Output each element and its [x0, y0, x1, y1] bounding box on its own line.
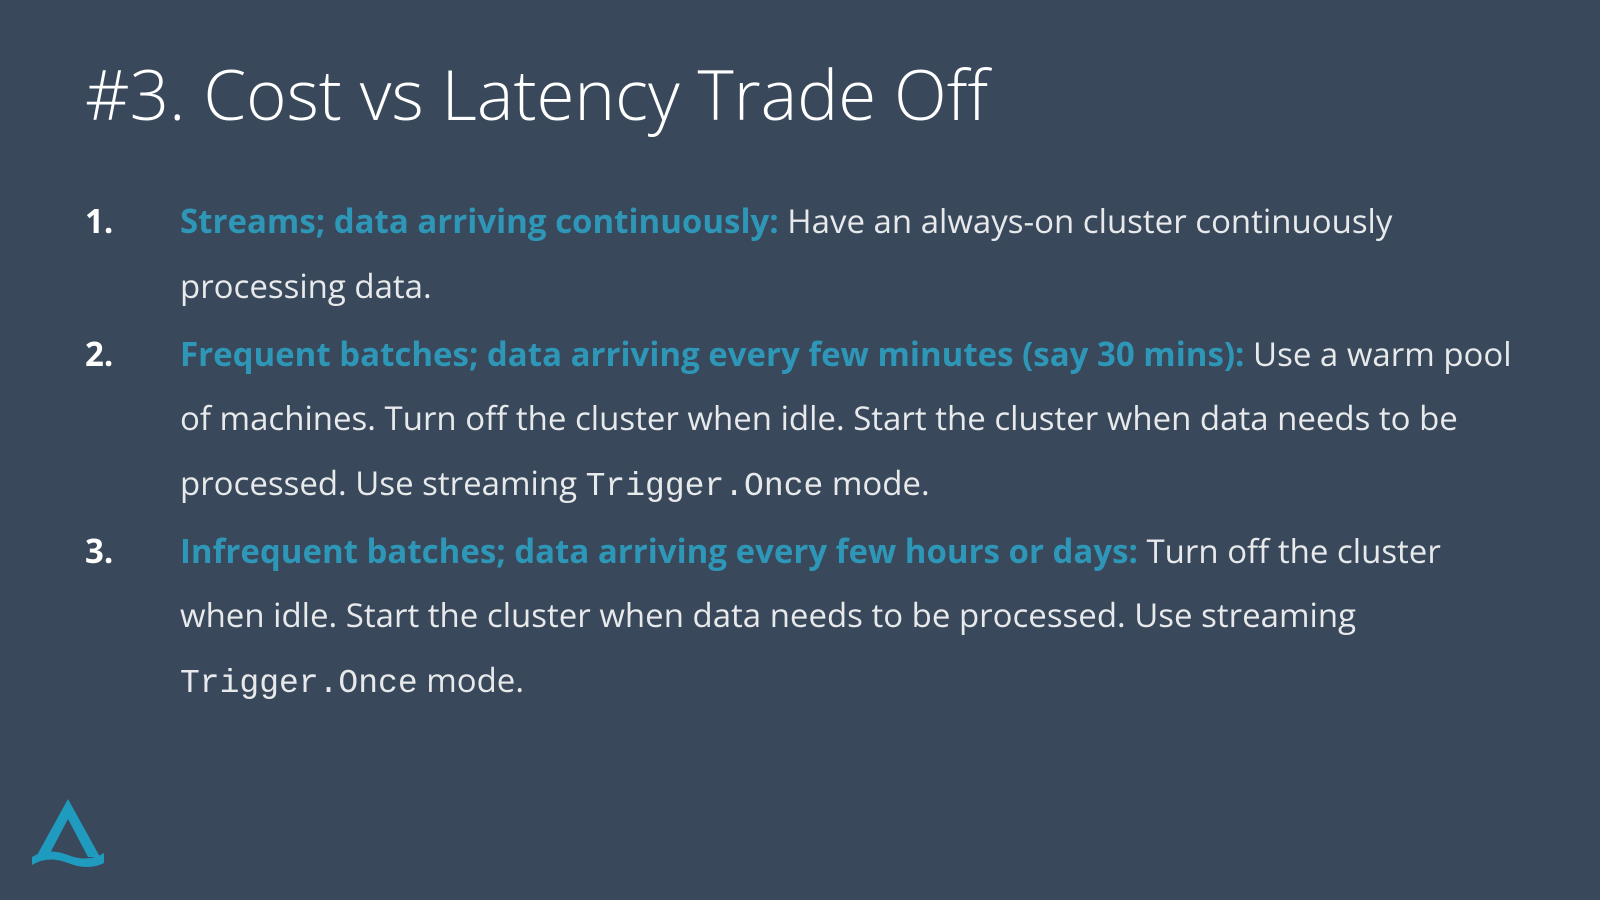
item-body-tail: mode.	[418, 657, 524, 702]
slide: #3. Cost vs Latency Trade Off Streams; d…	[0, 0, 1600, 900]
item-code: Trigger.Once	[180, 665, 418, 702]
item-lead: Frequent batches; data arriving every fe…	[180, 331, 1244, 376]
item-body-tail: mode.	[823, 460, 929, 505]
brand-logo-icon	[28, 797, 108, 872]
list-item: Frequent batches; data arriving every fe…	[85, 322, 1515, 519]
list-item: Infrequent batches; data arriving every …	[85, 519, 1515, 716]
item-lead: Infrequent batches; data arriving every …	[180, 528, 1138, 573]
item-code: Trigger.Once	[586, 468, 824, 505]
slide-title: #3. Cost vs Latency Trade Off	[85, 55, 1515, 134]
item-list: Streams; data arriving continuously: Hav…	[85, 189, 1515, 716]
list-item: Streams; data arriving continuously: Hav…	[85, 189, 1515, 322]
item-lead: Streams; data arriving continuously:	[180, 198, 779, 243]
